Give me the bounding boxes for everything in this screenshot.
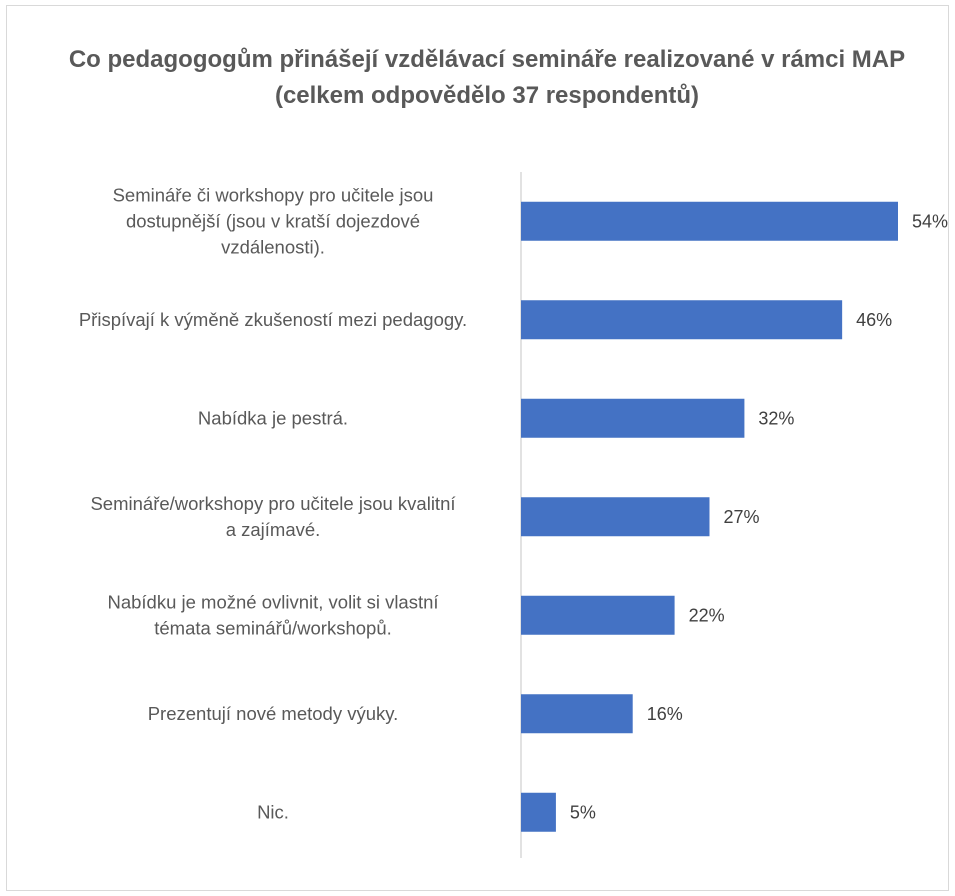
category-label-line: Nic. — [257, 801, 289, 822]
chart-area: Co pedagogogům přinášejí vzdělávací semi… — [6, 5, 949, 891]
category-label-line: Přispívají k výměně zkušeností mezi peda… — [79, 309, 467, 330]
bar-5 — [521, 694, 633, 734]
bar-0 — [521, 201, 898, 241]
bar-3 — [521, 497, 710, 537]
bar-4 — [521, 595, 675, 635]
category-labels: Semináře či workshopy pro učitele jsou do… — [79, 184, 467, 822]
value-label-1: 46% — [856, 310, 892, 330]
category-label-1: Přispívají k výměně zkušeností mezi peda… — [79, 309, 467, 330]
category-label-2: Nabídka je pestrá. — [198, 407, 348, 428]
bar-2 — [521, 398, 745, 438]
bar-6 — [521, 792, 556, 832]
category-label-line: Semináře či workshopy pro učitele jsou — [113, 184, 434, 205]
category-label-3: Semináře/workshopy pro učitele jsou kval… — [90, 493, 456, 540]
category-label-line: témata seminářů/workshopů. — [154, 617, 392, 638]
category-label-5: Prezentují nové metody výuky. — [148, 703, 399, 724]
category-label-line: vzdálenosti). — [221, 236, 325, 257]
category-label-line: Nabídka je pestrá. — [198, 407, 348, 428]
category-label-line: Nabídku je možné ovlivnit, volit si vlas… — [107, 591, 439, 612]
bar-1 — [521, 300, 843, 340]
category-label-4: Nabídku je možné ovlivnit, volit si vlas… — [107, 591, 439, 638]
value-label-4: 22% — [689, 605, 725, 625]
value-label-3: 27% — [724, 507, 760, 527]
value-label-2: 32% — [758, 408, 794, 428]
category-label-0: Semináře či workshopy pro učitele jsou do… — [113, 184, 434, 257]
value-label-5: 16% — [647, 704, 683, 724]
bars-layer — [521, 201, 898, 832]
category-label-line: Semináře/workshopy pro učitele jsou kval… — [90, 493, 456, 514]
category-label-6: Nic. — [257, 801, 289, 822]
value-label-6: 5% — [570, 802, 596, 822]
value-label-0: 54% — [912, 211, 948, 231]
chart-title: Co pedagogogům přinášejí vzdělávací semi… — [68, 46, 906, 109]
category-label-line: Prezentují nové metody výuky. — [148, 703, 399, 724]
category-label-line: a zajímavé. — [226, 519, 321, 540]
value-labels: 54% 46% 32% 27% 22% 16% 5% — [570, 211, 948, 822]
category-label-line: dostupnější (jsou v kratší dojezdové — [126, 210, 420, 231]
